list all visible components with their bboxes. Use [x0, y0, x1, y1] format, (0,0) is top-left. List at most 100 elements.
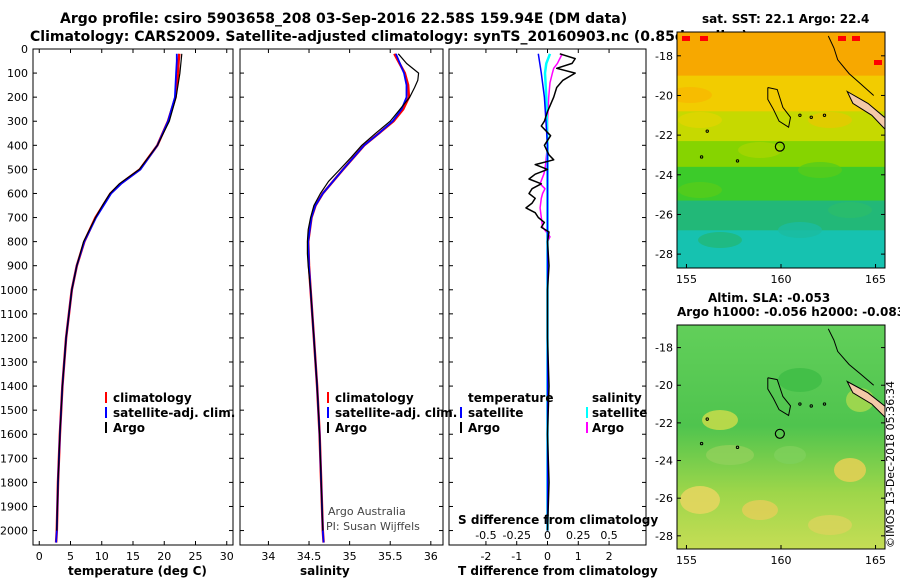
- temperature-x-axis: 0 5 10 15 20 25 30: [36, 49, 234, 563]
- sst-map-axes: 155 160 165 -18 -20 -22 -24 -26 -28: [655, 50, 886, 286]
- depth-tick-label: 400: [7, 139, 28, 152]
- salinity-climatology-line: [306, 53, 411, 543]
- salinity-plot: [306, 53, 420, 543]
- legend-label-argo: Argo: [335, 421, 367, 435]
- depth-tick-label: 1200: [0, 332, 28, 345]
- difference-plot: [525, 53, 576, 531]
- sst-masked-pixel: [852, 36, 860, 41]
- depth-tick-label: 500: [7, 163, 28, 176]
- temperature-legend: climatology satellite-adj. clim. Argo: [105, 391, 235, 435]
- t-difference-x-label: T difference from climatology: [458, 564, 658, 578]
- credit-argo-australia: Argo Australia: [328, 505, 406, 518]
- sla-chesterfield-outline: [827, 328, 875, 386]
- salinity-x-label: salinity: [300, 564, 350, 578]
- salinity-satellite-line: [307, 53, 408, 543]
- salinity-legend: climatology satellite-adj. clim. Argo: [327, 391, 457, 435]
- depth-tick-label: 1100: [0, 308, 28, 321]
- salinity-x-tick-label: 35: [343, 550, 357, 563]
- credit-pi-name: PI: Susan Wijffels: [326, 520, 420, 533]
- salinity-x-axis: 34 34.5 35 35.5 36: [261, 49, 438, 563]
- sst-islet: [699, 155, 704, 159]
- sst-islet: [798, 113, 802, 117]
- legend-title-temperature: temperature: [468, 391, 553, 405]
- s-difference-tick-label: 0.25: [566, 529, 591, 542]
- difference-legend-temperature: temperature satellite Argo: [460, 391, 553, 435]
- map-y-tick-label: -18: [655, 50, 673, 63]
- depth-axis: 0 100 200 300 400 500 600 700 800 900 1000 1100 1200…: [0, 43, 646, 538]
- figure-title-line1: Argo profile: csiro 5903658_208 03-Sep-2…: [60, 11, 627, 27]
- s-difference-tick-label: -0.25: [502, 529, 530, 542]
- legend-label-t-satellite: satellite: [468, 406, 523, 420]
- sla-islet: [705, 417, 709, 421]
- depth-tick-label: 1800: [0, 476, 28, 489]
- legend-label-s-argo: Argo: [592, 421, 624, 435]
- depth-tick-label: 300: [7, 115, 28, 128]
- temperature-x-tick-label: 5: [67, 550, 74, 563]
- sst-patch: [738, 142, 782, 158]
- depth-tick-label: 100: [7, 67, 28, 80]
- temperature-x-tick-label: 10: [95, 550, 109, 563]
- sla-patch: [680, 486, 720, 514]
- temperature-climatology-line: [54, 53, 181, 543]
- legend-title-salinity: salinity: [592, 391, 642, 405]
- sst-masked-pixel: [682, 36, 690, 41]
- difference-legend-salinity: salinity satellite Argo: [586, 391, 647, 435]
- salinity-x-tick-label: 35.5: [378, 550, 403, 563]
- temperature-x-tick-label: 0: [36, 550, 43, 563]
- depth-tick-label: 900: [7, 260, 28, 273]
- sla-map: [677, 325, 885, 549]
- sla-map-subtitle: Argo h1000: -0.056 h2000: -0.083: [677, 305, 900, 319]
- salinity-argo-line: [306, 53, 420, 531]
- map-x-tick-label: 165: [865, 273, 886, 286]
- sst-patch: [698, 232, 742, 248]
- t-satellite-difference-line: [537, 53, 549, 531]
- sla-background: [677, 325, 885, 549]
- salinity-x-tick-label: 34.5: [297, 550, 322, 563]
- sst-patch: [828, 202, 872, 218]
- legend-label-t-argo: Argo: [468, 421, 500, 435]
- depth-tick-label: 1900: [0, 500, 28, 513]
- map-x-tick-label: 155: [676, 554, 697, 567]
- s-difference-tick-label: 0: [544, 529, 551, 542]
- map-y-tick-label: -20: [655, 379, 673, 392]
- imos-credit: ©IMOS 13-Dec-2018 05:36:34: [884, 381, 897, 548]
- temperature-argo-line: [56, 53, 183, 531]
- sst-islet: [705, 129, 709, 133]
- sst-islet: [735, 159, 740, 163]
- depth-tick-label: 1500: [0, 404, 28, 417]
- depth-tick-label: 1600: [0, 428, 28, 441]
- depth-tick-label: 1700: [0, 452, 28, 465]
- temperature-plot-frame: [32, 48, 234, 546]
- salinity-x-tick-label: 34: [261, 550, 275, 563]
- temperature-satellite-line: [55, 53, 178, 543]
- sst-masked-pixel: [700, 36, 708, 41]
- sla-islet: [798, 402, 802, 406]
- depth-tick-label: 700: [7, 212, 28, 225]
- sla-reef-outline: [767, 377, 792, 417]
- sst-patch: [678, 112, 722, 128]
- difference-x-tick-label: -2: [480, 550, 491, 563]
- sst-patch: [798, 162, 842, 178]
- legend-label-satellite: satellite-adj. clim.: [335, 406, 457, 420]
- sst-map-title: sat. SST: 22.1 Argo: 22.4: [702, 12, 869, 26]
- map-y-tick-label: -24: [655, 169, 673, 182]
- map-y-tick-label: -28: [655, 530, 673, 543]
- sst-map: [677, 32, 885, 268]
- depth-tick-label: 1400: [0, 380, 28, 393]
- legend-label-climatology: climatology: [113, 391, 192, 405]
- sst-chesterfield-outline: [827, 35, 875, 96]
- salinity-plot-frame: [239, 48, 444, 546]
- sla-patch: [702, 410, 738, 430]
- sst-profile-marker: [774, 141, 785, 152]
- sla-map-axes: 155 160 165 -18 -20 -22 -24 -26 -28: [655, 342, 886, 567]
- legend-label-s-satellite: satellite: [592, 406, 647, 420]
- sst-islet: [822, 113, 827, 117]
- map-x-tick-label: 160: [771, 554, 792, 567]
- sla-islet: [735, 445, 740, 450]
- salinity-difference-x-axis: -0.5 -0.25 0 0.25 0.5: [475, 529, 618, 542]
- sla-islet: [822, 402, 827, 406]
- depth-tick-label: 1000: [0, 284, 28, 297]
- sla-islet: [809, 404, 813, 408]
- sst-band: [677, 141, 885, 168]
